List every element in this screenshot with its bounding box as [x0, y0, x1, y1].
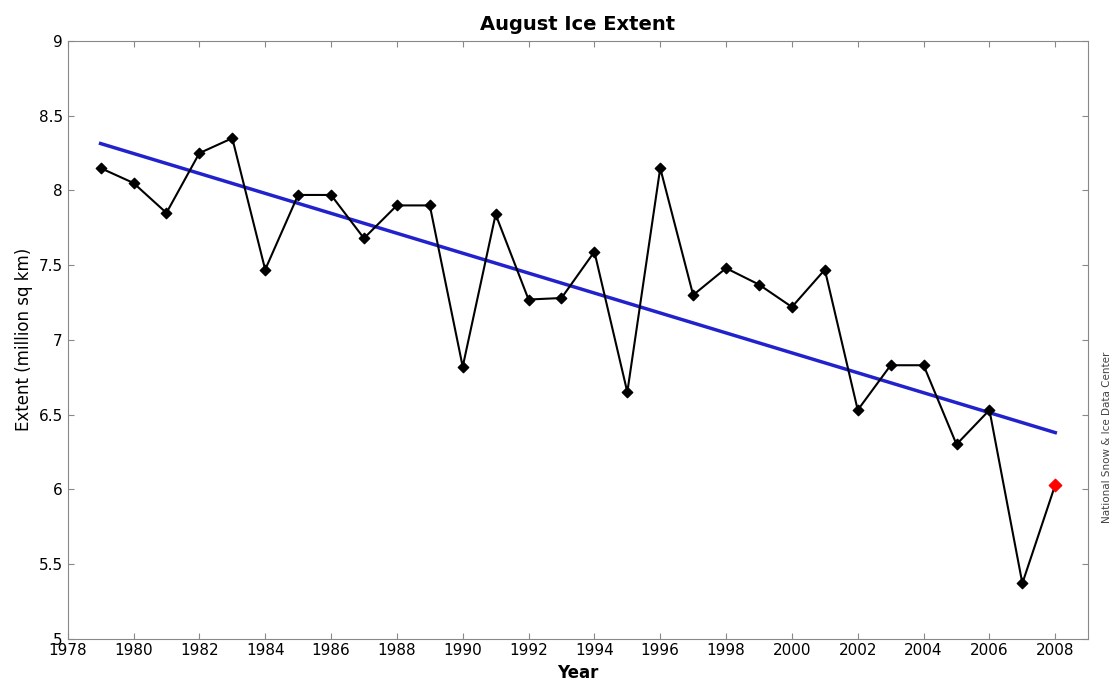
X-axis label: Year: Year	[558, 664, 598, 682]
Point	[92, 162, 110, 174]
Text: National Snow & Ice Data Center: National Snow & Ice Data Center	[1102, 351, 1111, 523]
Point	[289, 190, 307, 201]
Point	[223, 132, 241, 144]
Point	[684, 289, 702, 300]
Point	[881, 360, 899, 371]
Point	[618, 387, 636, 398]
Point	[783, 301, 801, 312]
Point	[520, 294, 538, 305]
Point	[717, 263, 735, 274]
Point	[323, 190, 340, 201]
Point	[421, 200, 439, 211]
Point	[651, 162, 669, 174]
Point	[586, 246, 604, 257]
Point	[487, 209, 505, 220]
Point	[256, 264, 274, 275]
Point	[355, 233, 373, 244]
Point	[388, 200, 405, 211]
Point	[552, 293, 570, 304]
Point	[1046, 479, 1064, 490]
Point	[454, 361, 472, 372]
Point	[849, 404, 867, 415]
Point	[980, 404, 998, 415]
Point	[948, 439, 965, 450]
Point	[750, 279, 768, 290]
Point	[1014, 578, 1032, 589]
Point	[124, 178, 142, 189]
Point	[815, 264, 833, 275]
Point	[190, 148, 208, 159]
Y-axis label: Extent (million sq km): Extent (million sq km)	[15, 248, 32, 431]
Point	[915, 360, 933, 371]
Title: August Ice Extent: August Ice Extent	[480, 15, 675, 34]
Point	[158, 207, 176, 218]
